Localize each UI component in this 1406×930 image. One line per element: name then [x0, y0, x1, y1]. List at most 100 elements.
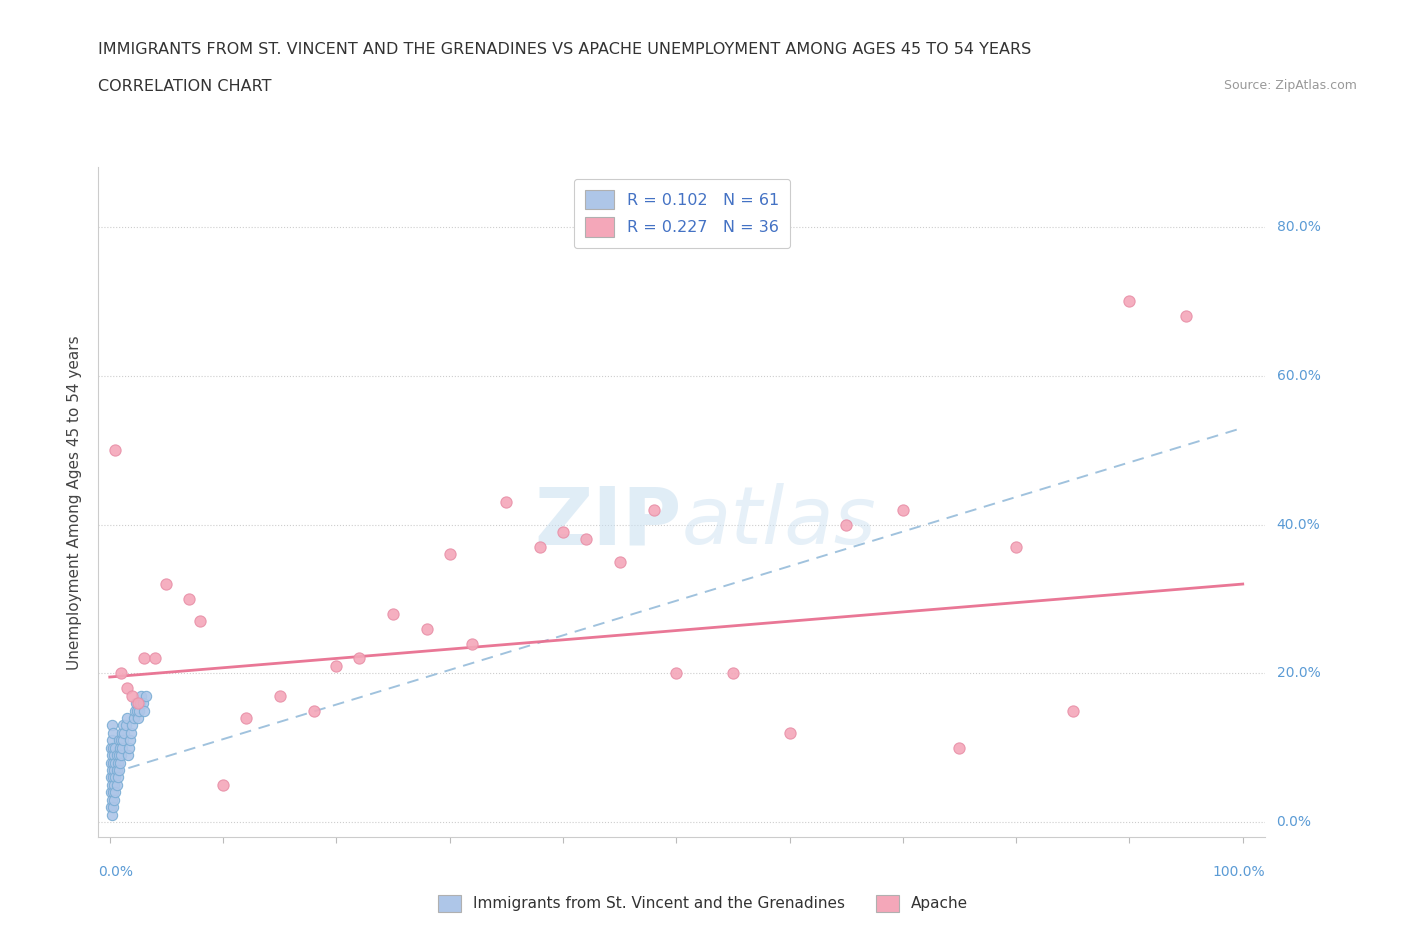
Text: 0.0%: 0.0% — [98, 865, 134, 879]
Point — [131, 688, 153, 703]
Point — [551, 525, 574, 539]
Point — [269, 688, 291, 703]
Point — [121, 688, 143, 703]
Point — [529, 539, 551, 554]
Point — [101, 777, 124, 792]
Text: IMMIGRANTS FROM ST. VINCENT AND THE GRENADINES VS APACHE UNEMPLOYMENT AMONG AGES: IMMIGRANTS FROM ST. VINCENT AND THE GREN… — [98, 42, 1032, 57]
Point — [135, 688, 157, 703]
Point — [103, 792, 125, 807]
Point — [948, 740, 970, 755]
Point — [125, 703, 148, 718]
Point — [122, 711, 145, 725]
Point — [101, 770, 124, 785]
Legend: R = 0.102   N = 61, R = 0.227   N = 36: R = 0.102 N = 61, R = 0.227 N = 36 — [574, 179, 790, 248]
Text: 0.0%: 0.0% — [1277, 815, 1312, 830]
Point — [382, 606, 405, 621]
Point — [302, 703, 325, 718]
Point — [609, 554, 631, 569]
Point — [101, 733, 124, 748]
Point — [103, 777, 125, 792]
Point — [143, 651, 166, 666]
Point — [125, 696, 148, 711]
Point — [128, 703, 150, 718]
Point — [665, 666, 688, 681]
Text: 80.0%: 80.0% — [1277, 219, 1320, 234]
Y-axis label: Unemployment Among Ages 45 to 54 years: Unemployment Among Ages 45 to 54 years — [67, 335, 83, 670]
Point — [111, 725, 134, 740]
Point — [347, 651, 370, 666]
Point — [835, 517, 858, 532]
Point — [416, 621, 439, 636]
Legend: Immigrants from St. Vincent and the Grenadines, Apache: Immigrants from St. Vincent and the Gren… — [432, 889, 974, 918]
Text: 100.0%: 100.0% — [1213, 865, 1265, 879]
Point — [104, 443, 127, 458]
Point — [101, 785, 124, 800]
Point — [108, 733, 131, 748]
Point — [114, 718, 136, 733]
Point — [118, 740, 141, 755]
Point — [110, 748, 132, 763]
Point — [110, 666, 132, 681]
Point — [325, 658, 347, 673]
Point — [127, 711, 149, 725]
Point — [1175, 309, 1198, 324]
Text: ZIP: ZIP — [534, 484, 682, 562]
Point — [101, 800, 124, 815]
Point — [120, 733, 142, 748]
Point — [101, 725, 124, 740]
Point — [155, 577, 177, 591]
Point — [643, 502, 665, 517]
Point — [103, 748, 125, 763]
Text: Source: ZipAtlas.com: Source: ZipAtlas.com — [1223, 79, 1357, 92]
Point — [132, 703, 155, 718]
Point — [115, 681, 138, 696]
Point — [1062, 703, 1084, 718]
Point — [461, 636, 484, 651]
Point — [108, 740, 131, 755]
Point — [112, 718, 135, 733]
Point — [104, 740, 127, 755]
Point — [104, 755, 127, 770]
Point — [105, 777, 128, 792]
Text: 40.0%: 40.0% — [1277, 517, 1320, 532]
Point — [132, 651, 155, 666]
Point — [129, 696, 152, 711]
Point — [107, 755, 129, 770]
Point — [117, 748, 139, 763]
Point — [212, 777, 235, 792]
Point — [100, 740, 122, 755]
Point — [108, 748, 131, 763]
Point — [101, 763, 124, 777]
Text: atlas: atlas — [682, 484, 877, 562]
Point — [127, 696, 149, 711]
Point — [115, 711, 138, 725]
Point — [105, 748, 128, 763]
Point — [105, 763, 128, 777]
Point — [101, 740, 124, 755]
Point — [101, 807, 124, 822]
Point — [112, 733, 135, 748]
Point — [114, 725, 136, 740]
Text: 20.0%: 20.0% — [1277, 666, 1320, 681]
Point — [107, 770, 129, 785]
Point — [100, 770, 122, 785]
Point — [131, 696, 153, 711]
Point — [439, 547, 461, 562]
Point — [101, 792, 124, 807]
Point — [779, 725, 801, 740]
Point — [235, 711, 257, 725]
Point — [891, 502, 914, 517]
Point — [108, 755, 131, 770]
Point — [190, 614, 212, 629]
Point — [177, 591, 200, 606]
Point — [1005, 539, 1028, 554]
Point — [100, 800, 122, 815]
Point — [721, 666, 744, 681]
Point — [124, 703, 146, 718]
Point — [111, 740, 134, 755]
Point — [575, 532, 598, 547]
Point — [108, 763, 131, 777]
Point — [104, 785, 127, 800]
Point — [100, 785, 122, 800]
Point — [103, 763, 125, 777]
